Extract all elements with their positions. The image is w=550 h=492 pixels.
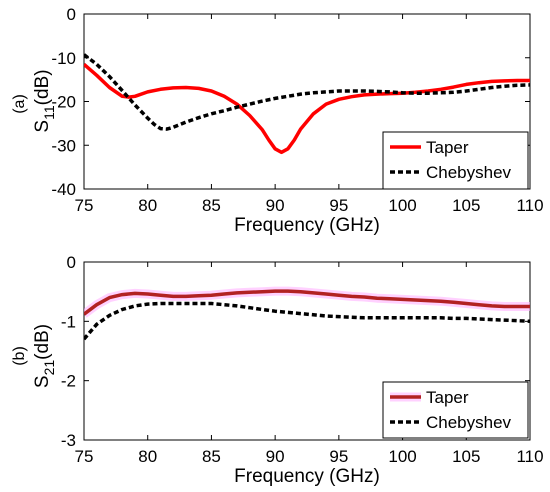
legend-label: Taper [426,138,469,157]
legend-box [382,381,529,439]
y-tick-label: 0 [67,253,76,272]
series-line-taper [84,289,530,316]
x-tick-label: 75 [75,196,94,215]
x-tick-label: 105 [452,447,480,466]
y-axis-label-unit: (dB) [32,324,53,360]
series-line-chebyshev [84,53,530,131]
x-tick-label: 95 [329,196,348,215]
legend-box [382,131,529,190]
series-line-taper [84,62,530,155]
y-tick-label: -2 [61,372,76,391]
x-tick-label: 80 [138,196,157,215]
y-axis-label-main: S [32,120,53,133]
x-tick-label: 75 [75,447,94,466]
y-tick-label: 0 [67,5,76,24]
y-tick-label: -1 [61,312,76,331]
panel-label: (b) [11,346,28,366]
y-axis-label-subscript: 21 [41,360,57,376]
x-axis-label: Frequency (GHz) [234,466,380,487]
legend-label: Chebyshev [426,413,512,432]
x-tick-label: 110 [516,447,543,466]
y-tick-label: -30 [51,136,76,155]
x-tick-label: 105 [452,196,480,215]
x-tick-label: 100 [388,196,416,215]
panel-label: (a) [11,94,28,114]
y-tick-label: -3 [61,431,76,450]
y-axis-label: S11(dB) [32,69,57,132]
legend-label: Chebyshev [426,163,512,182]
x-tick-label: 85 [202,196,221,215]
y-tick-label: -20 [51,93,76,112]
y-tick-label: -40 [51,180,76,199]
x-tick-label: 90 [266,196,285,215]
x-tick-label: 85 [202,447,221,466]
y-axis-label: S21(dB) [32,324,57,388]
x-tick-label: 110 [516,196,543,215]
x-axis-label: Frequency (GHz) [234,215,380,236]
x-tick-label: 100 [388,447,416,466]
y-axis-label-subscript: 11 [41,105,57,120]
y-tick-label: -10 [51,49,76,68]
legend-label: Taper [426,388,469,407]
y-axis-label-unit: (dB) [32,69,53,105]
panel-b: 75 80 85 90 95 100 105 110 0 -1 -2 -3 Frequency (GHz… [11,253,544,487]
y-axis-label-main: S [32,375,53,388]
x-tick-label: 90 [266,447,285,466]
panel-a: 75 80 85 90 95 100 105 110 0 -10 -20 -30 -40 Frequenc… [11,5,544,236]
series-line-chebyshev [84,301,530,341]
x-tick-label: 95 [329,447,348,466]
x-tick-label: 80 [138,447,157,466]
